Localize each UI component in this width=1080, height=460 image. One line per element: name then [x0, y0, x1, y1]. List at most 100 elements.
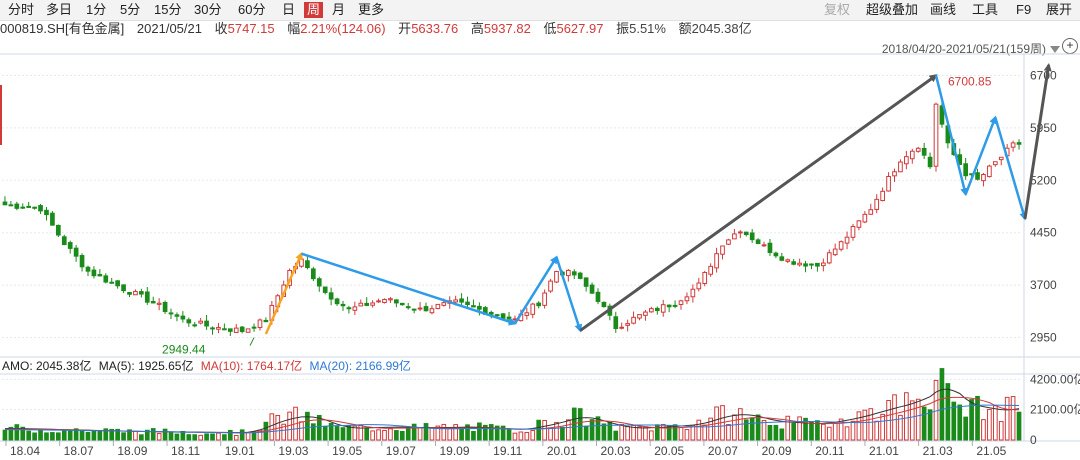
volume-bar [761, 420, 767, 441]
tool-button-3[interactable]: 工具 [972, 2, 999, 17]
price-tick-label: 3700 [1030, 278, 1057, 292]
volume-bar [672, 424, 678, 441]
candle-body [987, 165, 992, 178]
volume-ma20-line [4, 404, 1020, 434]
x-tick-label: 20.07 [708, 444, 738, 458]
candle-body [139, 291, 144, 295]
candle-body [245, 328, 251, 333]
candle-body [423, 306, 429, 312]
volume-tick-label: 0 [1030, 433, 1037, 447]
volume-bar [73, 428, 79, 441]
volume-bar [222, 434, 227, 441]
candle-body [720, 245, 725, 255]
candle-body [981, 173, 986, 182]
volume-bar [643, 426, 648, 441]
volume-bar [447, 428, 453, 441]
candle-body [601, 301, 607, 308]
volume-bar [399, 430, 405, 441]
candle-body [577, 272, 583, 279]
trend-arrow-blue [934, 75, 969, 197]
candle-body [797, 262, 802, 266]
trend-arrow-blue [301, 252, 517, 326]
x-tick-label: 18.09 [117, 444, 147, 458]
volume-bar [477, 422, 482, 441]
period-tab-9[interactable]: 月 [332, 2, 346, 17]
volume-bar [109, 428, 115, 441]
volume-bar [26, 430, 32, 441]
volume-bar [227, 429, 233, 441]
period-tab-6[interactable]: 60分 [238, 2, 266, 17]
volume-bar [856, 411, 862, 441]
candle-body [340, 303, 346, 307]
period-tab-4[interactable]: 15分 [154, 2, 182, 17]
candle-body [210, 327, 215, 330]
volume-bar [726, 424, 731, 441]
period-tab-3[interactable]: 5分 [120, 2, 141, 17]
candle-body [399, 302, 405, 306]
period-tab-5[interactable]: 30分 [194, 2, 222, 17]
period-tab-7[interactable]: 日 [282, 2, 296, 17]
volume-bar [328, 422, 334, 441]
candle-body [316, 278, 322, 287]
candle-body [755, 239, 761, 245]
candle-body [127, 292, 132, 295]
volume-bar [429, 427, 435, 441]
period-tab-0[interactable]: 分时 [8, 2, 35, 17]
candle-body [364, 302, 370, 306]
volume-bar [963, 416, 969, 441]
volume-bar [927, 409, 933, 441]
volume-bar [577, 408, 583, 441]
volume-bar [150, 428, 156, 441]
candle-body [494, 314, 500, 317]
tool-button-5[interactable]: 展开 [1046, 2, 1073, 17]
volume-bar [32, 432, 37, 441]
ma20-value: MA(20): 2166.99亿 [309, 359, 411, 373]
period-tab-8[interactable]: 周 [304, 2, 324, 18]
candle-body [524, 312, 530, 316]
tool-button-0[interactable]: 复权 [824, 2, 851, 17]
period-tab-2[interactable]: 1分 [86, 2, 107, 17]
candle-body [732, 233, 737, 240]
volume-bar [441, 423, 447, 441]
volume-bar [898, 414, 903, 441]
x-tick-label: 19.07 [386, 444, 416, 458]
candle-body [803, 263, 808, 267]
period-tab-1[interactable]: 多日 [46, 2, 73, 17]
high-price: 高5937.82 [470, 21, 531, 36]
volume-bar [346, 425, 352, 441]
volume-bar [915, 398, 921, 441]
volume-bar [216, 432, 221, 441]
candle-body [73, 247, 79, 257]
amount-value: 额2045.38亿 [678, 21, 752, 36]
volume-bar [613, 430, 619, 441]
candle-body [773, 252, 779, 257]
volume-bar [998, 421, 1004, 441]
x-tick-label: 19.05 [332, 444, 362, 458]
candle-body [310, 268, 316, 280]
candle-body [939, 105, 945, 125]
candle-body [844, 236, 850, 244]
candle-body [536, 302, 542, 307]
volume-bar [1010, 396, 1016, 441]
volume-bar [820, 423, 826, 441]
candle-body [571, 271, 577, 276]
candle-body [417, 307, 423, 310]
period-tab-10[interactable]: 更多 [358, 2, 385, 17]
candle-body [815, 262, 820, 267]
volume-bar [690, 424, 696, 441]
candle-body [1016, 142, 1022, 145]
price-tick-label: 2950 [1030, 331, 1057, 345]
tool-button-4[interactable]: F9 [1016, 2, 1032, 17]
candle-body [358, 302, 364, 307]
candle-body [708, 265, 714, 275]
volume-bar [560, 426, 565, 441]
candle-body [299, 258, 304, 267]
tool-button-1[interactable]: 超级叠加 [866, 2, 919, 17]
volume-bar [233, 435, 239, 441]
date-range-selector[interactable]: 2018/04/20-2021/05/21(159周) [882, 40, 1060, 57]
x-tick-label: 18.04 [10, 444, 40, 458]
candle-body [263, 319, 269, 323]
candle-body [376, 300, 381, 303]
volume-bar [174, 433, 180, 441]
tool-button-2[interactable]: 画线 [930, 2, 957, 17]
